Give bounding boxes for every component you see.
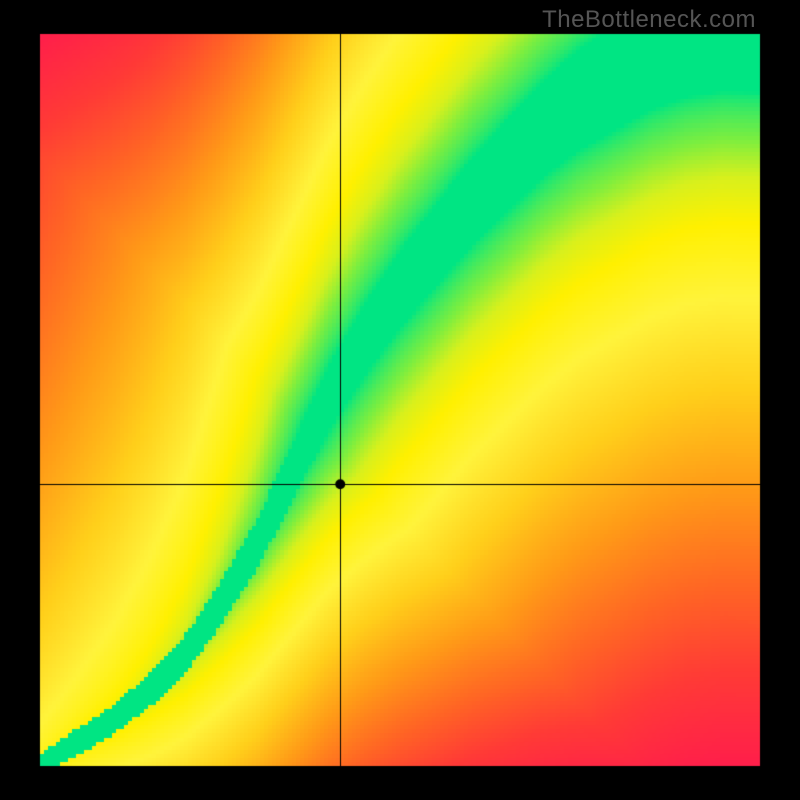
watermark-label: TheBottleneck.com (542, 6, 756, 34)
bottleneck-heatmap (0, 0, 800, 800)
